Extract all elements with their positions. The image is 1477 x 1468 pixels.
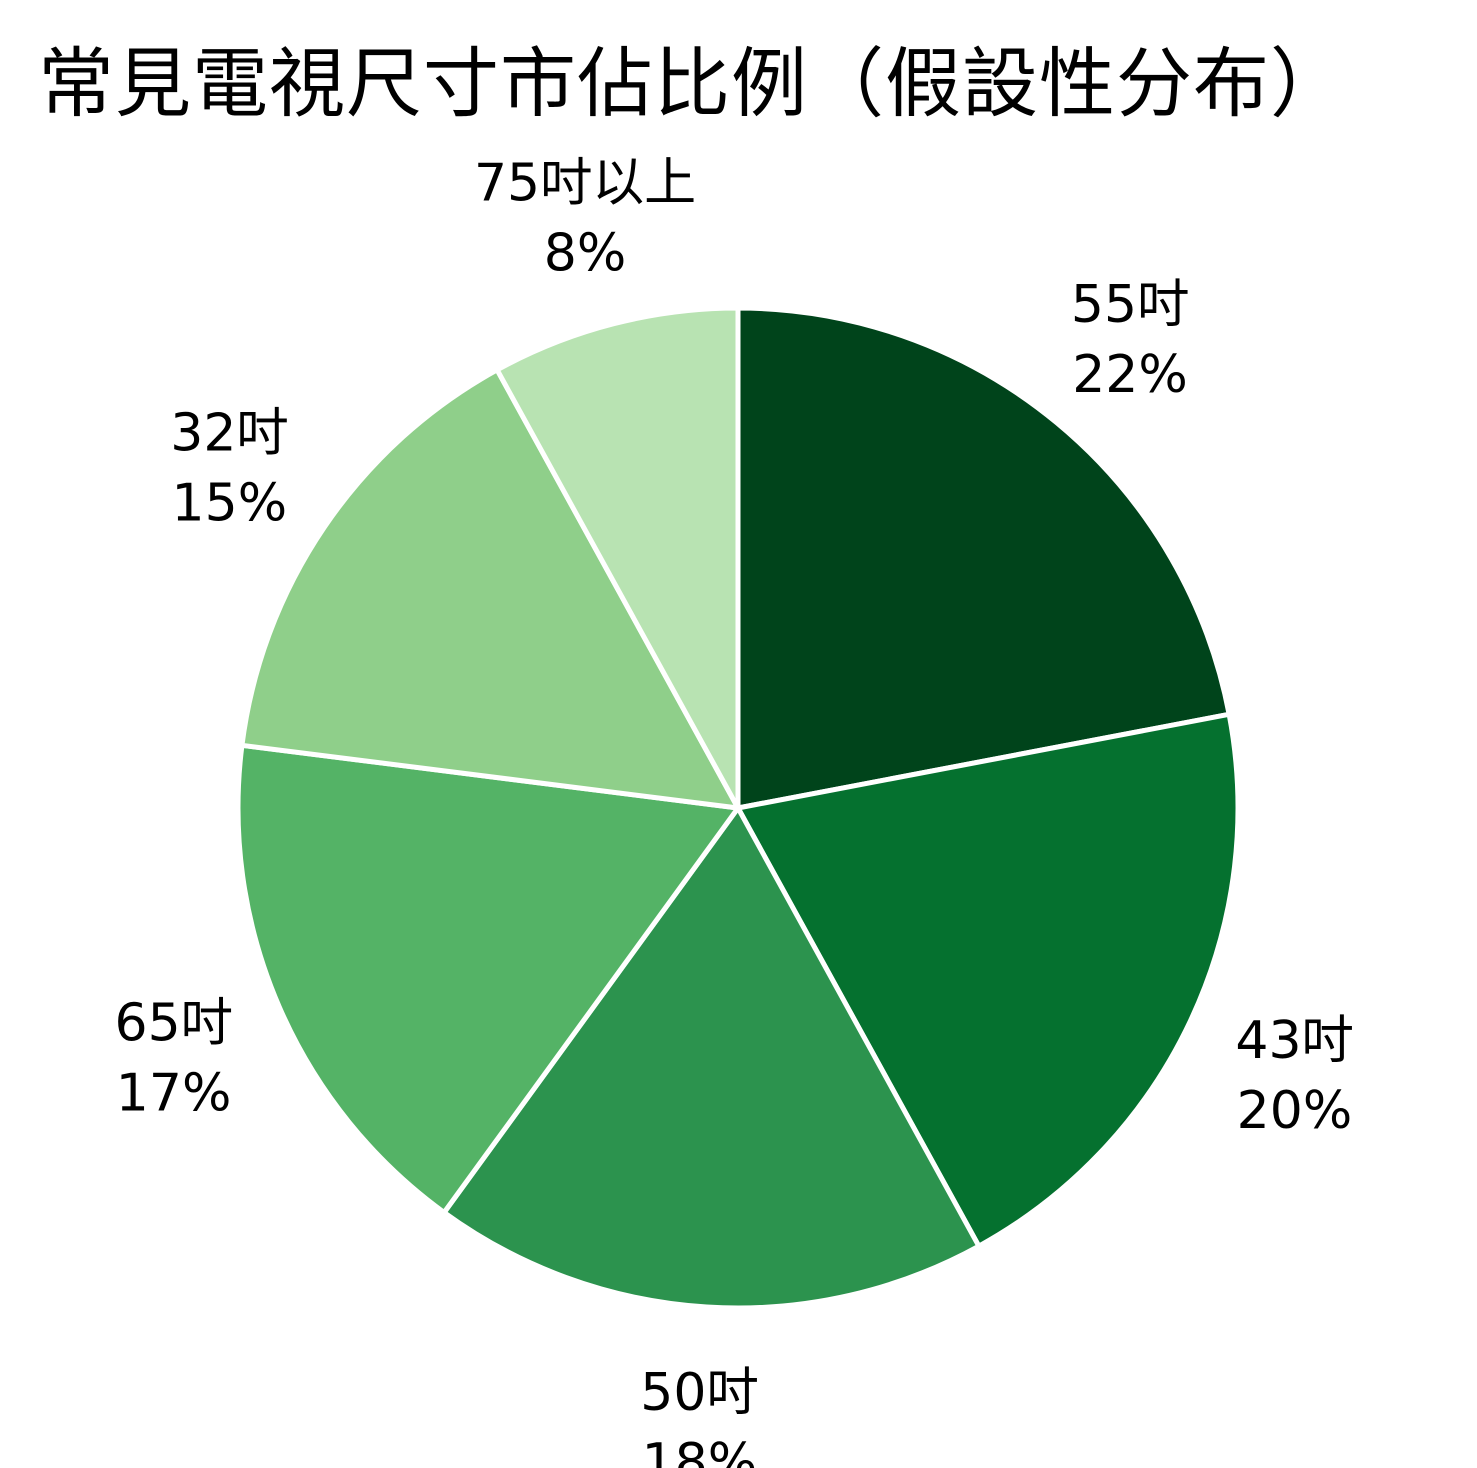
pie-slices bbox=[238, 308, 1238, 1308]
slice-category-label-3: 50吋 bbox=[640, 1363, 758, 1423]
slice-category-label-1: 55吋 bbox=[1071, 275, 1189, 335]
slice-percent-label-1: 22% bbox=[1072, 345, 1188, 405]
slice-category-label-5: 32吋 bbox=[170, 403, 288, 463]
slice-percent-label-4: 17% bbox=[116, 1063, 232, 1123]
slice-category-label-6: 75吋以上 bbox=[474, 153, 696, 213]
slice-percent-label-2: 20% bbox=[1237, 1081, 1353, 1141]
slice-percent-label-3: 18% bbox=[642, 1433, 758, 1468]
slice-category-label-2: 43吋 bbox=[1235, 1011, 1353, 1071]
slice-percent-label-5: 15% bbox=[172, 473, 288, 533]
slice-percent-label-6: 8% bbox=[544, 223, 627, 283]
slice-category-label-4: 65吋 bbox=[114, 993, 232, 1053]
